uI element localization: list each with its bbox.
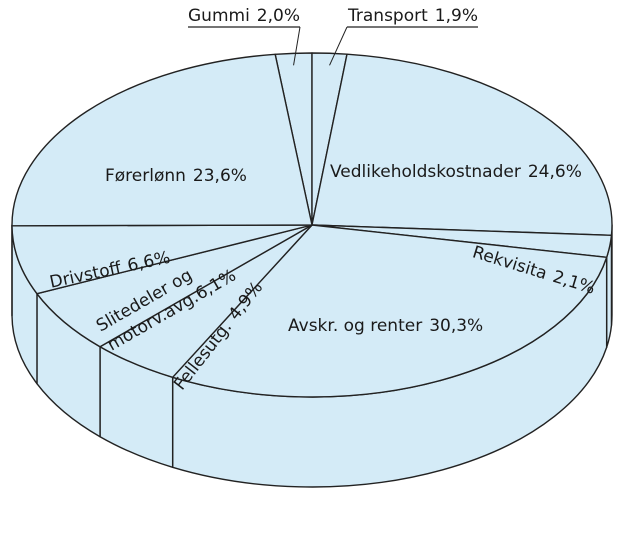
leader-line (293, 26, 301, 66)
value-label: 24,6% (528, 162, 582, 182)
slice-label: Vedlikeholdskostnader 24,6% (330, 162, 582, 182)
leader-line (329, 26, 348, 66)
value-label: 23,6% (193, 166, 247, 186)
category-label: Førerlønn (105, 166, 186, 186)
value-label: 1,9% (435, 6, 478, 26)
category-label: Vedlikeholdskostnader (330, 162, 521, 182)
slice-label: Førerlønn 23,6% (105, 166, 247, 186)
value-label: 30,3% (429, 316, 483, 336)
slice-label: Gummi 2,0% (188, 6, 300, 26)
slice-label: Transport 1,9% (347, 6, 478, 26)
value-label: 2,0% (257, 6, 300, 26)
slice-label: Avskr. og renter 30,3% (288, 316, 483, 336)
slice (11, 224, 313, 295)
slice (171, 224, 608, 398)
category-label: Transport (347, 6, 428, 26)
slice (311, 53, 613, 237)
slice (11, 53, 313, 227)
category-label: Avskr. og renter (288, 316, 422, 336)
category-label: Gummi (188, 6, 250, 26)
